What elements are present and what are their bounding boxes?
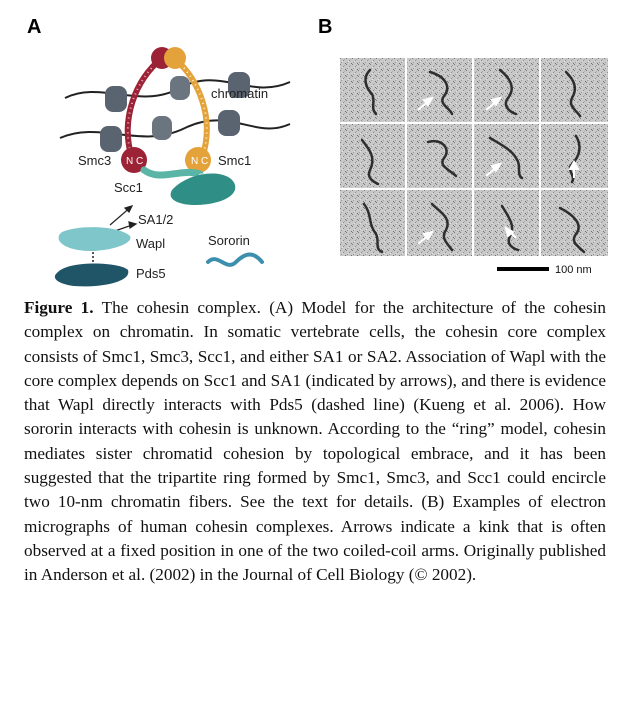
scc1-label: Scc1 xyxy=(114,180,143,195)
scc1-subunit xyxy=(140,166,204,179)
arrow xyxy=(109,205,138,233)
smc3-c-label: C xyxy=(136,156,143,167)
nucleosome xyxy=(100,72,250,152)
smc3-n-label: N xyxy=(126,156,133,167)
smc1-arm xyxy=(172,55,210,159)
wapl-subunit xyxy=(58,227,131,251)
caption-text: The cohesin complex. (A) Model for the a… xyxy=(24,298,606,585)
pds5-subunit xyxy=(54,263,129,287)
sa-label: SA1/2 xyxy=(138,212,173,227)
hinge-smc1 xyxy=(164,47,186,69)
cohesin-particles xyxy=(360,68,586,254)
kink-arrow xyxy=(417,96,580,245)
smc1-head xyxy=(185,147,211,173)
sororin-label: Sororin xyxy=(208,233,250,248)
smc3-arm xyxy=(124,55,164,159)
scale-bar: 100 nm xyxy=(497,264,592,276)
scc1-n-label: N xyxy=(138,174,145,184)
wapl-label: Wapl xyxy=(136,236,165,251)
figure-caption: Figure 1. The cohesin complex. (A) Model … xyxy=(24,296,606,588)
cohesin-diagram: chromatin N C N C N C Smc3 Smc1 Scc1 SA1… xyxy=(54,47,291,287)
sa-subunit xyxy=(170,173,236,205)
smc3-label: Smc3 xyxy=(78,153,111,168)
pds5-label: Pds5 xyxy=(136,266,166,281)
smc1-n-label: N xyxy=(191,156,198,167)
scale-bar-label: 100 nm xyxy=(555,264,592,276)
figure-number: Figure 1. xyxy=(24,298,94,317)
panel-label-b: B xyxy=(318,16,333,38)
electron-micrograph-grid xyxy=(340,58,608,256)
smc1-c-label: C xyxy=(201,156,208,167)
panel-label-a: A xyxy=(27,16,42,38)
sororin-subunit xyxy=(206,252,264,267)
micrograph-tiles xyxy=(340,58,608,256)
chromatin-label: chromatin xyxy=(211,86,268,101)
smc3-head xyxy=(121,147,147,173)
smc1-label: Smc1 xyxy=(218,153,251,168)
scale-bar-line xyxy=(497,267,549,271)
chromatin-fiber-bottom xyxy=(59,119,291,139)
